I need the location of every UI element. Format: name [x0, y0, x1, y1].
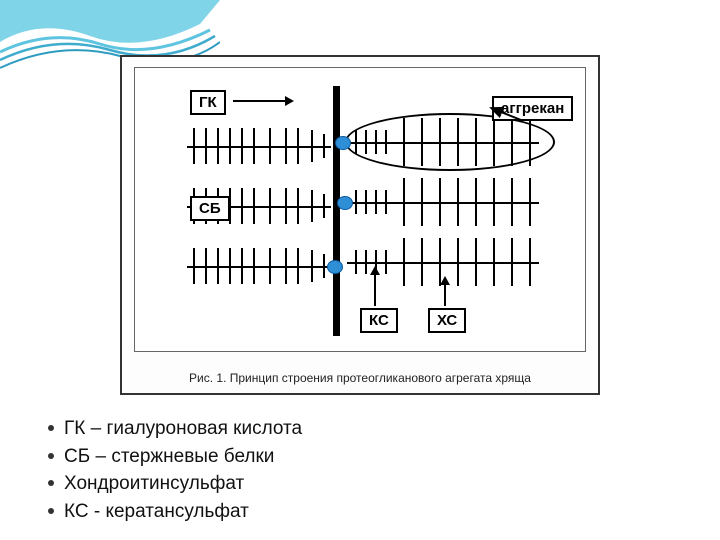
arrow-2 [444, 284, 446, 306]
brush-left-tick [285, 188, 287, 224]
brush-left-tick [241, 188, 243, 224]
arrow-1 [374, 274, 376, 306]
brush-right-tick-long [439, 178, 441, 226]
brush-left-tick [297, 248, 299, 284]
label-hs: ХС [428, 308, 466, 333]
brush-right-tick-short [385, 130, 387, 154]
brush-right-tick-long [475, 118, 477, 166]
brush-left-tick [241, 248, 243, 284]
label-sb: СБ [190, 196, 230, 221]
legend-item: СБ – стержневые белки [48, 443, 302, 471]
brush-right-tick-long [403, 178, 405, 226]
diagram-inner: ГК СБ КС ХС аггрекан [134, 67, 586, 352]
brush-left-tick [297, 188, 299, 224]
brush-left-tick [297, 128, 299, 164]
brush-left-tick [241, 128, 243, 164]
brush-right-tick-long [529, 238, 531, 286]
brush-left-tick [193, 248, 195, 284]
brush-left-tick [285, 128, 287, 164]
brush-left-tick [323, 194, 325, 218]
brush-right-tick-short [355, 190, 357, 214]
brush-left-tick [253, 128, 255, 164]
brush-right-tick-long [511, 238, 513, 286]
brush-right-tick-short [365, 190, 367, 214]
brush-right-tick-long [403, 238, 405, 286]
brush-left-axis-0 [187, 146, 331, 148]
brush-right-tick-long [457, 118, 459, 166]
brush-right-tick-long [421, 118, 423, 166]
brush-right-tick-long [475, 238, 477, 286]
linker-bead-1 [337, 196, 353, 210]
diagram-caption: Рис. 1. Принцип строения протеогликаново… [122, 371, 598, 385]
brush-right-tick-long [529, 178, 531, 226]
brush-right-tick-long [493, 118, 495, 166]
arrow-head [370, 266, 380, 275]
brush-right-tick-long [493, 178, 495, 226]
brush-left-tick [269, 188, 271, 224]
brush-left-tick [285, 248, 287, 284]
label-aggrecan: аггрекан [492, 96, 573, 121]
brush-right-tick-short [365, 130, 367, 154]
brush-left-tick [323, 134, 325, 158]
brush-right-tick-long [529, 118, 531, 166]
brush-left-tick [217, 248, 219, 284]
arrow-head [285, 96, 294, 106]
brush-left-tick [253, 248, 255, 284]
arrow-0 [233, 100, 285, 102]
legend-item: Хондроитинсульфат [48, 470, 302, 498]
brush-right-tick-short [355, 130, 357, 154]
brush-left-tick [229, 128, 231, 164]
brush-left-tick [269, 248, 271, 284]
brush-right-tick-long [511, 178, 513, 226]
brush-right-tick-long [421, 238, 423, 286]
brush-right-tick-long [457, 238, 459, 286]
brush-left-tick [269, 128, 271, 164]
linker-bead-2 [327, 260, 343, 274]
legend-list: ГК – гиалуроновая кислота СБ – стержневы… [48, 415, 302, 525]
linker-bead-0 [335, 136, 351, 150]
arrow-head [440, 276, 450, 285]
brush-right-tick-short [375, 190, 377, 214]
brush-left-tick [193, 128, 195, 164]
brush-right-tick-long [511, 118, 513, 166]
brush-right-tick-short [385, 250, 387, 274]
label-gk: ГК [190, 90, 226, 115]
gk-backbone [333, 86, 340, 336]
brush-left-tick [323, 254, 325, 278]
legend-item: КС - кератансульфат [48, 498, 302, 526]
brush-right-tick-long [421, 178, 423, 226]
brush-right-tick-short [375, 130, 377, 154]
brush-right-tick-long [457, 178, 459, 226]
brush-left-tick [253, 188, 255, 224]
brush-right-tick-long [493, 238, 495, 286]
brush-right-tick-long [439, 118, 441, 166]
brush-left-tick [311, 250, 313, 282]
brush-right-tick-short [355, 250, 357, 274]
label-ks: КС [360, 308, 398, 333]
brush-left-tick [217, 128, 219, 164]
brush-left-tick [229, 248, 231, 284]
brush-left-axis-2 [187, 266, 331, 268]
brush-right-tick-short [385, 190, 387, 214]
brush-left-tick [205, 248, 207, 284]
brush-right-tick-long [403, 118, 405, 166]
brush-left-tick [311, 130, 313, 162]
brush-left-tick [205, 128, 207, 164]
brush-right-tick-short [365, 250, 367, 274]
legend-item: ГК – гиалуроновая кислота [48, 415, 302, 443]
brush-left-tick [311, 190, 313, 222]
brush-right-tick-long [475, 178, 477, 226]
diagram-frame: ГК СБ КС ХС аггрекан Рис. 1. Принцип строени… [120, 55, 600, 395]
